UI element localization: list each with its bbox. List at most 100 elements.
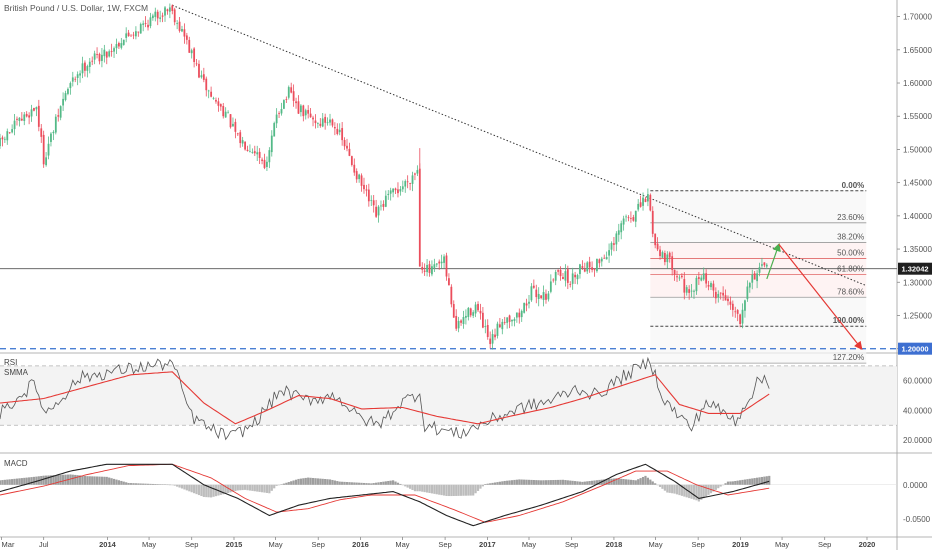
candle-body (283, 100, 285, 109)
macd-histogram-bar (413, 484, 417, 492)
candle-body (731, 303, 734, 310)
candle (610, 241, 613, 256)
candle (617, 223, 620, 242)
candle (341, 121, 344, 146)
macd-histogram-bar (287, 482, 290, 485)
candle (603, 254, 606, 259)
candle-body (537, 293, 540, 299)
candle (406, 175, 409, 189)
candle (678, 275, 681, 281)
candle-body (426, 264, 428, 273)
macd-histogram-bar (491, 482, 494, 485)
candle (319, 118, 322, 128)
candle (756, 270, 758, 289)
candle-body (525, 303, 528, 306)
candle (25, 111, 28, 118)
candle-body (33, 107, 35, 111)
macd-histogram-bar (314, 478, 317, 485)
macd-histogram-bar (239, 484, 242, 491)
candle (71, 71, 74, 87)
candle-body (125, 33, 128, 38)
macd-histogram-bar (125, 482, 128, 485)
candle (554, 269, 557, 286)
macd-histogram-bar (598, 479, 601, 485)
candle-body (387, 193, 390, 195)
macd-histogram-bar (416, 484, 419, 492)
candle-body (719, 292, 722, 294)
candle-body (183, 29, 186, 37)
candle-body (188, 39, 191, 53)
candle-body (149, 17, 152, 27)
candle (688, 285, 691, 300)
fib-level-label: 0.00% (842, 181, 865, 190)
candle (144, 16, 147, 28)
candle-body (76, 74, 79, 78)
candle-body (246, 149, 249, 151)
candle (88, 57, 91, 74)
candle-body (239, 132, 242, 144)
candle-body (574, 274, 577, 278)
macd-histogram-bar (758, 477, 761, 485)
time-axis-label: Mar (2, 540, 15, 549)
macd-histogram-bar (163, 484, 167, 485)
candle (81, 56, 84, 79)
candle-body (724, 295, 727, 301)
time-axis-label: Jul (39, 540, 49, 549)
fib-level-label: 100.00% (833, 316, 865, 325)
candle (634, 210, 637, 228)
candle (185, 32, 188, 45)
candle-body (751, 274, 754, 283)
macd-histogram-bar (304, 477, 307, 485)
candle-body (465, 315, 467, 318)
candle (591, 261, 593, 273)
macd-histogram-bar (700, 484, 703, 500)
macd-histogram-bar (617, 478, 620, 485)
candle (630, 211, 632, 223)
macd-histogram-bar (396, 482, 400, 485)
candle (372, 195, 375, 213)
candle (105, 51, 108, 65)
candle-body (215, 99, 217, 102)
candle-body (605, 257, 608, 260)
macd-histogram-bar (445, 484, 448, 497)
candle-body (406, 181, 409, 183)
candle-body (290, 87, 293, 93)
candle-body (324, 116, 327, 123)
candle (312, 115, 314, 127)
candle (671, 251, 674, 276)
macd-histogram-bar (224, 484, 227, 494)
candle-body (438, 261, 441, 264)
candle-body (421, 266, 424, 270)
candle (564, 264, 567, 287)
candle (722, 286, 725, 301)
price-axis-label: 1.55000 (903, 112, 932, 121)
macd-histogram-bar (731, 481, 734, 485)
candle-body (71, 77, 74, 82)
candle (727, 295, 729, 306)
candle (212, 96, 215, 100)
macd-histogram-bar (632, 480, 635, 485)
macd-histogram-bar (23, 477, 26, 485)
candle (404, 179, 407, 193)
rsi-smma-line (0, 371, 770, 425)
macd-histogram-bar (634, 480, 637, 485)
candle-body (3, 138, 6, 140)
candle-body (292, 91, 295, 101)
candle (326, 117, 329, 126)
candle-body (700, 277, 703, 281)
candle-body (593, 269, 596, 271)
candle (273, 121, 276, 137)
candle (496, 321, 499, 339)
rsi-axis-label: 40.0000 (903, 406, 932, 415)
candle-body (380, 205, 382, 207)
macd-histogram-bar (537, 480, 540, 485)
candle (632, 214, 635, 222)
candle (761, 257, 763, 268)
candle-body (566, 269, 569, 283)
candle (443, 254, 445, 269)
candle (542, 285, 545, 307)
candle-body (678, 277, 681, 279)
candle (697, 271, 700, 285)
candle-body (746, 286, 749, 300)
